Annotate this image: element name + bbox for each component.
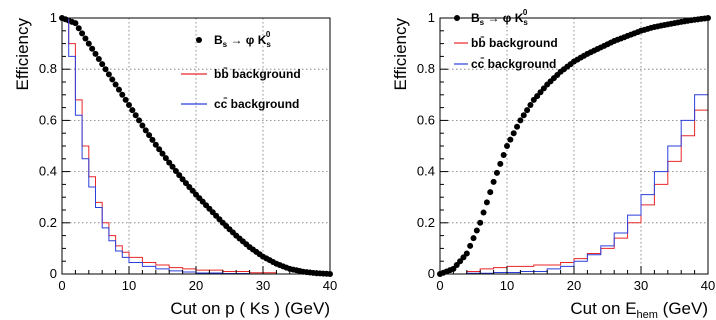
y-tick-label: 0.6 bbox=[417, 112, 435, 127]
data-point-interp bbox=[105, 71, 112, 78]
data-point bbox=[85, 40, 92, 47]
data-point-interp bbox=[470, 235, 477, 242]
data-point-interp bbox=[507, 136, 514, 143]
data-point-interp bbox=[146, 132, 153, 139]
x-tick-label: 10 bbox=[500, 278, 514, 293]
data-point-interp bbox=[473, 227, 480, 234]
series-line-1 bbox=[440, 79, 709, 275]
data-point bbox=[126, 102, 132, 109]
data-point-interp bbox=[510, 130, 517, 137]
data-point-interp bbox=[156, 146, 163, 153]
legend-label: cc̄ background bbox=[471, 57, 556, 71]
legend: Bs → φ Ks0 bb̄ background cc̄ background bbox=[454, 8, 558, 71]
series-points-0 bbox=[59, 15, 333, 277]
data-point-interp bbox=[89, 45, 96, 52]
legend-marker bbox=[196, 37, 202, 43]
x-axis-label: Cut on Ehem (GeV) bbox=[570, 299, 708, 320]
data-point bbox=[139, 122, 146, 129]
data-point-interp bbox=[493, 169, 500, 176]
data-point-interp bbox=[162, 155, 169, 162]
data-point-interp bbox=[92, 50, 99, 57]
data-point-interp bbox=[79, 30, 86, 37]
data-point bbox=[112, 81, 119, 88]
data-point bbox=[517, 117, 524, 124]
x-tick-label: 40 bbox=[701, 278, 715, 293]
y-tick-label: 1 bbox=[50, 10, 57, 25]
data-point-interp bbox=[136, 117, 143, 124]
y-axis-label: Efficiency bbox=[391, 18, 410, 91]
y-tick-label: 0.2 bbox=[39, 215, 57, 230]
right-efficiency-panel: 0 10 20 30 40 0 0.2 0.4 0.6 0.8 1 Efficiency Cut on … bbox=[391, 8, 715, 320]
data-point-interp bbox=[109, 76, 116, 83]
y-tick-label: 0 bbox=[428, 266, 435, 281]
x-tick-label: 10 bbox=[122, 278, 136, 293]
y-tick-label: 0.4 bbox=[39, 164, 57, 179]
data-point-interp bbox=[95, 55, 102, 62]
data-point-interp bbox=[169, 163, 176, 170]
data-point-interp bbox=[467, 242, 474, 249]
x-tick-label: 30 bbox=[634, 278, 648, 293]
data-point bbox=[166, 159, 173, 166]
data-point-interp bbox=[142, 127, 149, 134]
data-point-interp bbox=[514, 123, 521, 130]
data-point-interp bbox=[520, 112, 527, 119]
data-point bbox=[490, 178, 497, 185]
legend-label: cc̄ background bbox=[214, 97, 299, 111]
y-tick-label: 0.6 bbox=[39, 112, 57, 127]
y-tick-label: 0.4 bbox=[417, 164, 435, 179]
y-tick-label: 0 bbox=[50, 266, 57, 281]
data-point-interp bbox=[149, 136, 156, 143]
data-point-interp bbox=[75, 25, 82, 32]
data-point bbox=[152, 141, 159, 148]
legend-marker bbox=[454, 15, 460, 21]
x-tick-label: 40 bbox=[323, 278, 337, 293]
x-tick-label: 0 bbox=[436, 278, 443, 293]
x-tick-label: 0 bbox=[58, 278, 65, 293]
data-point-interp bbox=[122, 96, 129, 103]
data-point-interp bbox=[527, 102, 534, 109]
y-tick-label: 0.2 bbox=[417, 215, 435, 230]
data-point-interp bbox=[129, 107, 136, 114]
data-point-interp bbox=[119, 91, 126, 98]
data-point-interp bbox=[483, 199, 490, 206]
legend-label: Bs → φ Ks0 bbox=[214, 30, 271, 49]
data-point-interp bbox=[524, 107, 531, 114]
x-tick-label: 20 bbox=[567, 278, 581, 293]
y-tick-label: 1 bbox=[428, 10, 435, 25]
y-tick-label: 0.8 bbox=[417, 61, 435, 76]
legend-label: bb̄ background bbox=[214, 67, 301, 81]
data-point-interp bbox=[176, 172, 183, 179]
x-tick-label: 30 bbox=[256, 278, 270, 293]
y-tick-label: 0.8 bbox=[39, 61, 57, 76]
series-line-1 bbox=[62, 17, 330, 275]
data-point-interp bbox=[82, 35, 89, 42]
data-point-interp bbox=[497, 160, 504, 167]
legend-label: bb̄ background bbox=[471, 36, 558, 50]
series-points-0 bbox=[437, 15, 711, 277]
grid bbox=[62, 18, 330, 274]
x-tick-label: 20 bbox=[189, 278, 203, 293]
data-point bbox=[477, 219, 484, 226]
data-point-interp bbox=[115, 86, 122, 93]
data-point-interp bbox=[159, 150, 166, 157]
data-point bbox=[463, 250, 470, 257]
data-point-interp bbox=[500, 151, 507, 158]
data-point-interp bbox=[172, 167, 179, 174]
y-axis-label: Efficiency bbox=[13, 18, 32, 91]
legend-label: Bs → φ Ks0 bbox=[471, 8, 528, 27]
left-efficiency-panel: 0 10 20 30 40 0 0.2 0.4 0.6 0.8 1 Efficiency Cut on … bbox=[13, 10, 337, 318]
data-point-interp bbox=[132, 112, 139, 119]
data-point-interp bbox=[487, 189, 494, 196]
data-point bbox=[99, 61, 106, 68]
x-axis-label: Cut on p ( Ks ) (GeV) bbox=[170, 299, 330, 318]
legend: Bs → φ Ks0 bb̄ background cc̄ background bbox=[181, 30, 301, 111]
data-point-interp bbox=[480, 209, 487, 216]
data-point-interp bbox=[102, 66, 109, 73]
data-point bbox=[72, 20, 79, 27]
data-point bbox=[504, 143, 510, 149]
